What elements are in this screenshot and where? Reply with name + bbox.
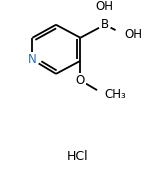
Text: N: N — [28, 53, 37, 66]
Text: O: O — [76, 74, 85, 87]
Text: OH: OH — [124, 28, 142, 41]
Text: B: B — [101, 18, 109, 31]
Text: HCl: HCl — [66, 150, 88, 163]
Text: CH₃: CH₃ — [105, 88, 126, 101]
Text: OH: OH — [96, 0, 114, 13]
